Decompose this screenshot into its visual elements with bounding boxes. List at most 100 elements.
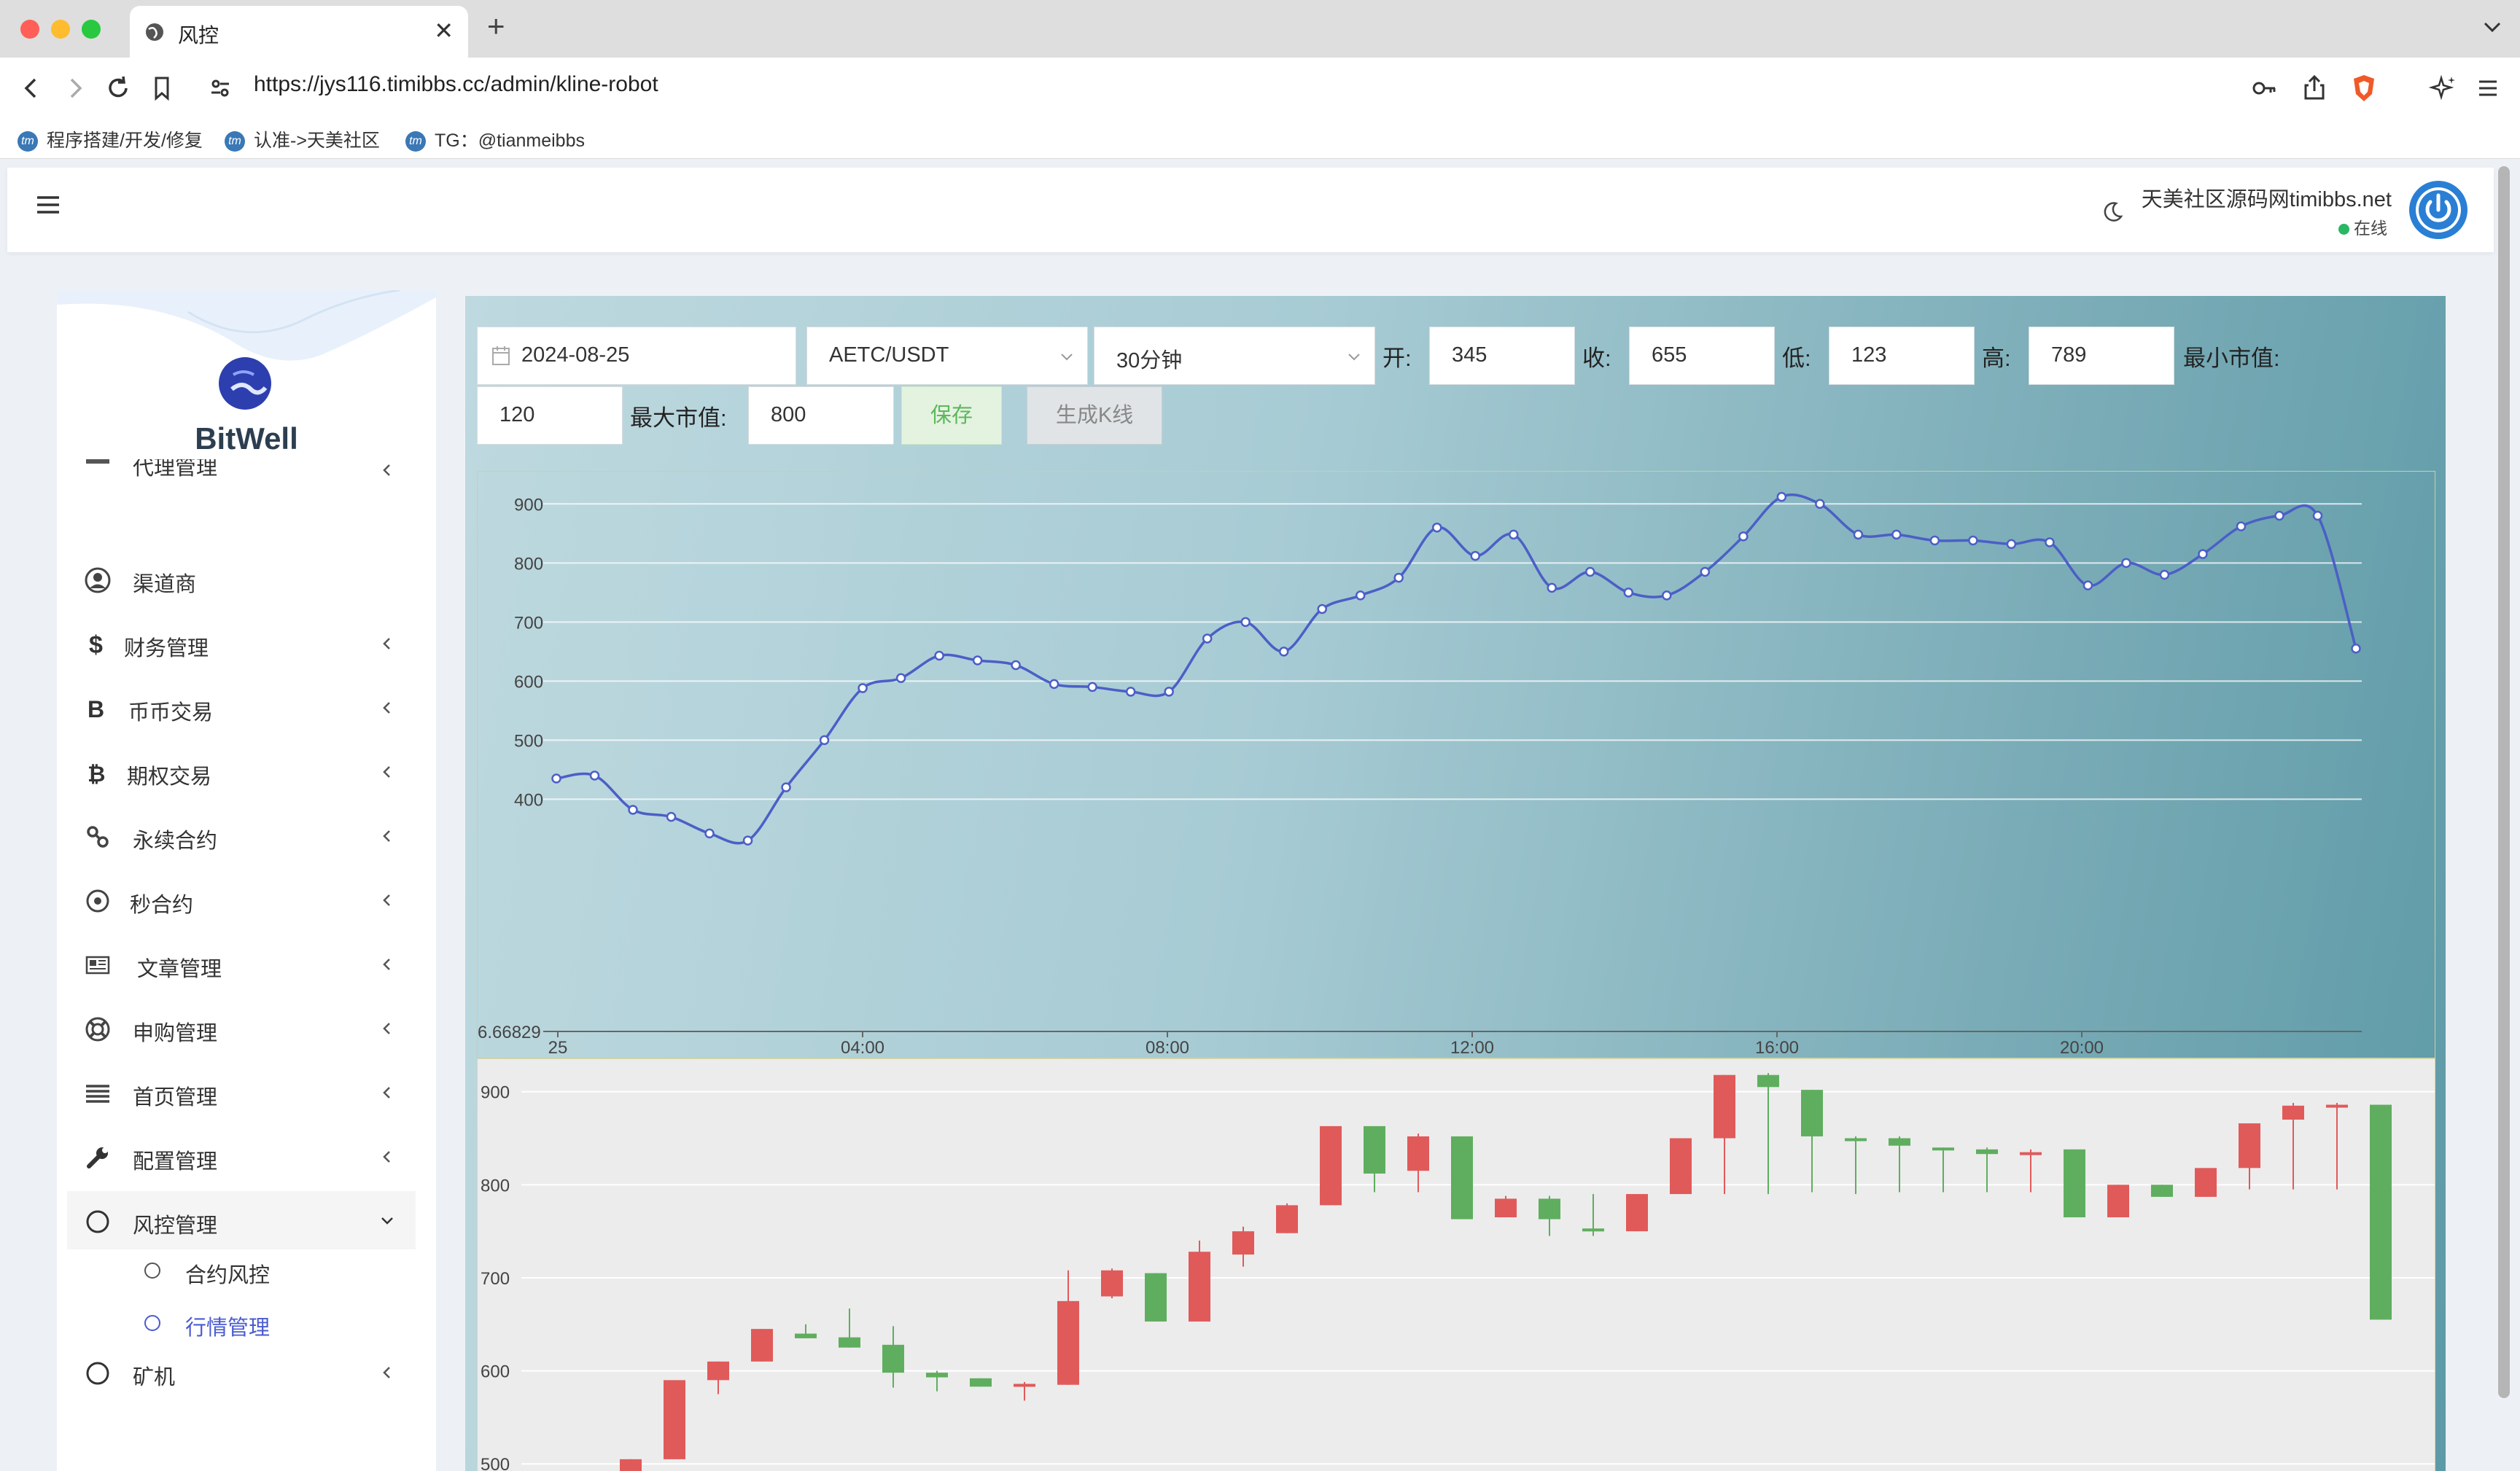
y-tick-label: 900 — [481, 1083, 510, 1103]
close-input[interactable]: 655 — [1629, 327, 1775, 385]
candle-body — [1320, 1125, 1342, 1206]
svg-text:₿: ₿ — [88, 762, 105, 786]
submenu-item-contract-risk[interactable]: 合约风控 — [57, 1248, 436, 1296]
low-input[interactable]: 123 — [1829, 327, 1975, 385]
candle-body — [1757, 1074, 1779, 1088]
tab-title: 风控 — [178, 24, 219, 47]
address-bar[interactable]: https://jys116.timibbs.cc/admin/kline-ro… — [254, 72, 658, 96]
scrollbar-thumb[interactable] — [2498, 166, 2510, 1398]
circle-icon — [144, 1315, 160, 1331]
chevron-down-icon[interactable] — [2478, 15, 2507, 41]
site-settings-icon[interactable] — [204, 72, 236, 104]
candle-body — [1714, 1074, 1735, 1139]
data-point — [1393, 572, 1404, 583]
brave-shield-icon[interactable] — [2348, 72, 2380, 104]
data-point — [551, 773, 561, 784]
high-input[interactable]: 789 — [2029, 327, 2174, 385]
min-cap-input[interactable]: 120 — [477, 386, 623, 445]
candle-body — [1539, 1198, 1560, 1220]
submenu-item-market-management[interactable]: 行情管理 — [57, 1300, 436, 1349]
bookmark-item[interactable]: tm 认准->天美社区 — [225, 126, 380, 152]
menu-item-options[interactable]: ₿ 期权交易 — [57, 742, 436, 800]
data-point — [1470, 550, 1481, 561]
moon-icon[interactable] — [2100, 198, 2126, 225]
candle-body — [1232, 1231, 1254, 1255]
menu-item-finance[interactable]: $ 财务管理 — [57, 614, 436, 672]
generate-kline-button[interactable]: 生成K线 — [1027, 386, 1162, 445]
username: 天美社区源码网timibbs.net — [2141, 188, 2392, 211]
y-tick-label: 900 — [514, 495, 543, 515]
power-icon[interactable] — [2408, 179, 2469, 241]
bookmark-item[interactable]: tm TG：@tianmeibbs — [405, 126, 585, 152]
key-icon[interactable] — [2249, 72, 2281, 104]
bookmark-favicon-icon: tm — [18, 131, 38, 152]
menu-icon[interactable] — [2472, 72, 2504, 104]
svg-text:$: $ — [89, 631, 103, 658]
menu-item-subscription[interactable]: 申购管理 — [57, 999, 436, 1057]
candle-body — [795, 1333, 817, 1338]
pair-select[interactable]: AETC/USDT — [806, 327, 1088, 385]
interval-select[interactable]: 30分钟 — [1094, 327, 1375, 385]
forward-icon[interactable] — [58, 72, 90, 104]
data-point — [1853, 529, 1864, 540]
data-point — [1278, 647, 1289, 657]
circle-icon — [86, 1362, 109, 1385]
save-button[interactable]: 保存 — [901, 386, 1002, 445]
data-point — [1891, 529, 1902, 540]
menu-item-perpetual[interactable]: 永续合约 — [57, 806, 436, 865]
candle-body — [1976, 1149, 1998, 1155]
logo-text: BitWell — [195, 421, 298, 456]
calendar-icon — [492, 346, 510, 365]
data-point — [2274, 510, 2284, 521]
data-point — [628, 805, 638, 815]
data-point — [1815, 499, 1825, 510]
data-point — [2121, 558, 2131, 569]
hamburger-icon[interactable] — [35, 194, 61, 216]
close-tab-icon[interactable]: ✕ — [434, 17, 454, 44]
data-point — [1087, 682, 1097, 692]
bookmark-item[interactable]: tm 程序搭建/开发/修复 — [18, 126, 203, 152]
menu-item-articles[interactable]: 文章管理 — [57, 935, 436, 993]
candle-body — [1451, 1136, 1473, 1220]
data-point — [742, 835, 753, 846]
candle-body — [2195, 1168, 2217, 1197]
bitcoin-icon: ₿ — [88, 762, 105, 786]
data-point — [1202, 633, 1213, 644]
menu-item-channel[interactable]: 渠道商 — [57, 550, 436, 608]
browser-titlebar: 风控 ✕ + — [0, 0, 2520, 58]
candle-body — [1407, 1136, 1429, 1171]
close-window-button[interactable] — [20, 20, 39, 39]
max-cap-input[interactable]: 800 — [748, 386, 894, 445]
bitwell-logo-icon — [219, 357, 271, 410]
menu-item-homepage[interactable]: 首页管理 — [57, 1063, 436, 1121]
candle-body — [882, 1344, 904, 1373]
data-point — [2312, 510, 2323, 521]
browser-tab[interactable]: 风控 ✕ — [130, 6, 468, 58]
bookmark-icon[interactable] — [146, 72, 178, 104]
data-point — [1547, 582, 1558, 593]
open-input[interactable]: 345 — [1429, 327, 1575, 385]
y-tick-label: 700 — [514, 613, 543, 633]
ai-sparkle-icon[interactable] — [2428, 72, 2460, 104]
date-input[interactable]: 2024-08-25 — [477, 327, 796, 385]
minimize-window-button[interactable] — [51, 20, 70, 39]
share-icon[interactable] — [2298, 72, 2330, 104]
menu-item-miner[interactable]: 矿机 — [57, 1343, 436, 1401]
menu-item-second-contract[interactable]: 秒合约 — [57, 870, 436, 929]
data-point — [895, 673, 906, 684]
chevron-left-icon — [383, 638, 390, 649]
reload-icon[interactable] — [102, 72, 134, 104]
menu-item-spot[interactable]: B 币币交易 — [57, 678, 436, 736]
data-point — [972, 655, 983, 666]
max-cap-label: 最大市值: — [630, 405, 727, 431]
data-point — [666, 811, 677, 822]
new-tab-button[interactable]: + — [487, 9, 505, 43]
maximize-window-button[interactable] — [82, 20, 101, 39]
candle-body — [2151, 1185, 2173, 1197]
menu-item-config[interactable]: 配置管理 — [57, 1127, 436, 1185]
back-icon[interactable] — [16, 72, 48, 104]
chevron-left-icon — [383, 1023, 390, 1034]
menu-item-risk-control[interactable]: 风控管理 — [67, 1191, 416, 1249]
y-tick-label: 6.66829 — [478, 1023, 541, 1042]
menu-item-agent[interactable]: 代理管理 — [57, 459, 436, 496]
